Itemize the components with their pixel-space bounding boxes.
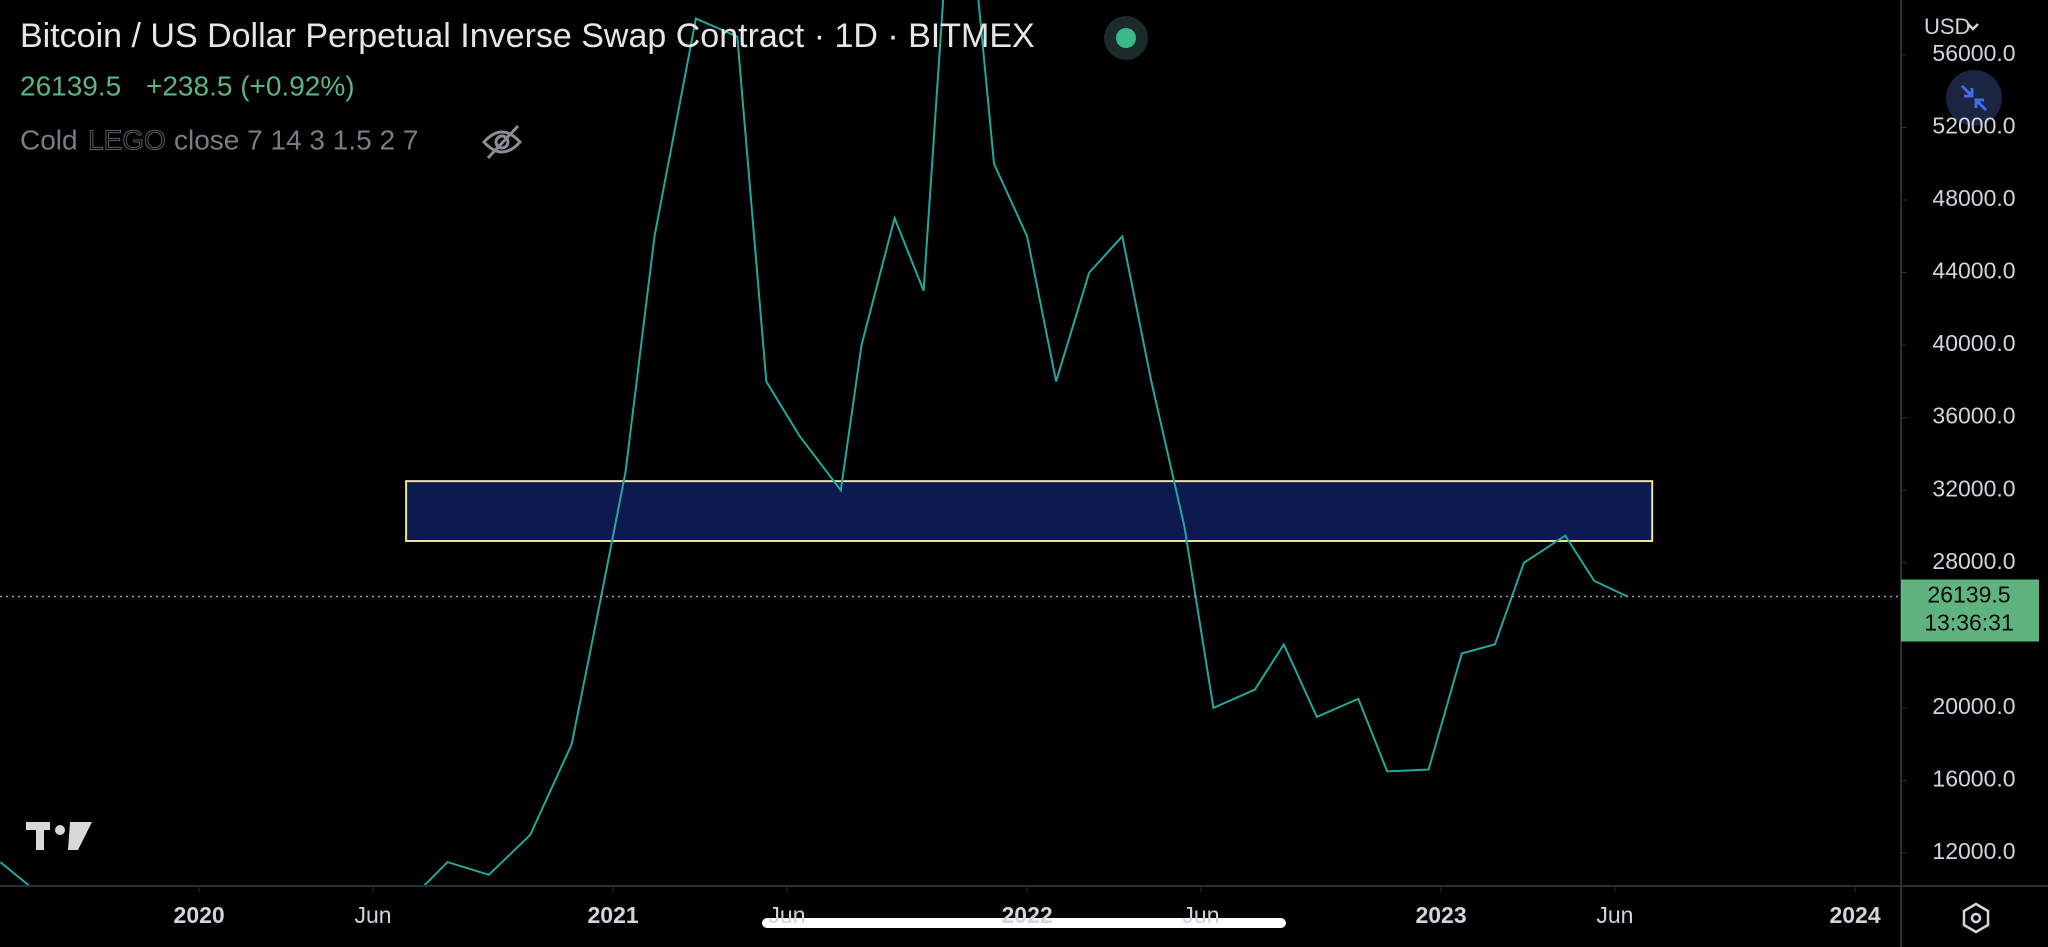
y-tick-label: 40000.0 (1932, 330, 2015, 356)
y-tick-label: 44000.0 (1932, 258, 2015, 284)
last-price-label: 26139.5 (1927, 582, 2010, 608)
logo (26, 822, 92, 850)
x-tick-label: Jun (1596, 902, 1633, 928)
home-indicator (762, 918, 1286, 928)
indicator-params: close 7 14 3 1.5 2 7 (174, 124, 418, 155)
settings-icon (1970, 912, 1982, 924)
y-tick-label: 28000.0 (1932, 548, 2015, 574)
y-tick-label: 16000.0 (1932, 766, 2015, 792)
chart-title: Bitcoin / US Dollar Perpetual Inverse Sw… (20, 17, 1035, 55)
price-zone (405, 480, 1654, 543)
plot-area (0, 0, 1654, 886)
price-change: +238.5 (+0.92%) (146, 70, 355, 101)
y-tick-label: 36000.0 (1932, 403, 2015, 429)
countdown: 13:36:31 (1924, 610, 2014, 636)
x-tick-label: 2020 (174, 902, 225, 928)
y-tick-label: 12000.0 (1932, 838, 2015, 864)
indicator-name: Cold (20, 124, 78, 155)
x-tick-label: 2022 (1002, 902, 1053, 928)
y-tick-label: 32000.0 (1932, 475, 2015, 501)
price-line (0, 0, 1628, 886)
last-price: 26139.5 (20, 70, 121, 101)
x-tick-label: Jun (354, 902, 391, 928)
x-tick-label: Jun (1182, 902, 1219, 928)
settings-icon[interactable] (1962, 902, 1990, 934)
y-tick-label: 56000.0 (1932, 40, 2015, 66)
y-tick-label: 48000.0 (1932, 185, 2015, 211)
x-tick-label: 2024 (1829, 902, 1880, 928)
dropdown-icon (1967, 23, 1979, 31)
x-tick-label: 2023 (1415, 902, 1466, 928)
x-tick-label: Jun (768, 902, 805, 928)
last-price-box (1901, 579, 2039, 642)
currency[interactable]: USD (1924, 14, 1970, 39)
x-tick-label: 2021 (588, 902, 639, 928)
y-tick-label: 52000.0 (1932, 113, 2015, 139)
collapse-icon (1960, 84, 1988, 112)
hide-icon[interactable] (481, 124, 523, 160)
status-dot (1116, 28, 1136, 48)
collapse-button[interactable] (1946, 70, 2002, 126)
y-tick-label: 20000.0 (1932, 693, 2015, 719)
indicator-source: LEGO (88, 124, 166, 155)
